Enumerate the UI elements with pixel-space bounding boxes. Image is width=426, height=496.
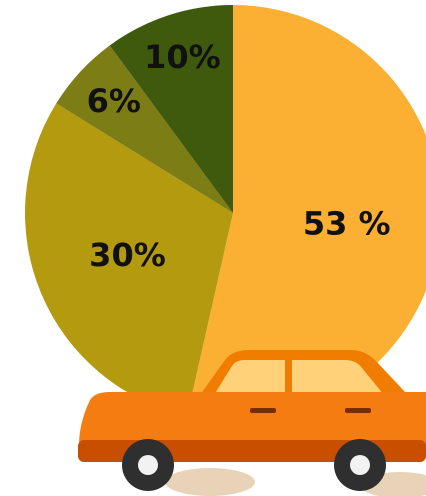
labels: 53 % 30% 6%10% xyxy=(87,38,391,274)
car xyxy=(78,350,426,496)
car-handle xyxy=(250,408,276,413)
hub xyxy=(350,455,370,475)
pie-slice xyxy=(24,103,233,416)
pie-slice xyxy=(109,5,233,213)
slice-label: 30% xyxy=(89,236,166,274)
slice-label: 6% xyxy=(87,82,141,120)
pie-slice xyxy=(56,45,233,214)
hub xyxy=(138,455,158,475)
car-window xyxy=(292,360,384,395)
slice-label: 53 % xyxy=(303,205,391,243)
dust xyxy=(165,468,255,496)
car-handle xyxy=(345,408,371,413)
pie xyxy=(24,5,426,421)
pie-slice xyxy=(187,5,426,421)
car-body xyxy=(79,392,426,455)
slice-label: 10% xyxy=(144,38,221,76)
car-window xyxy=(214,360,285,395)
